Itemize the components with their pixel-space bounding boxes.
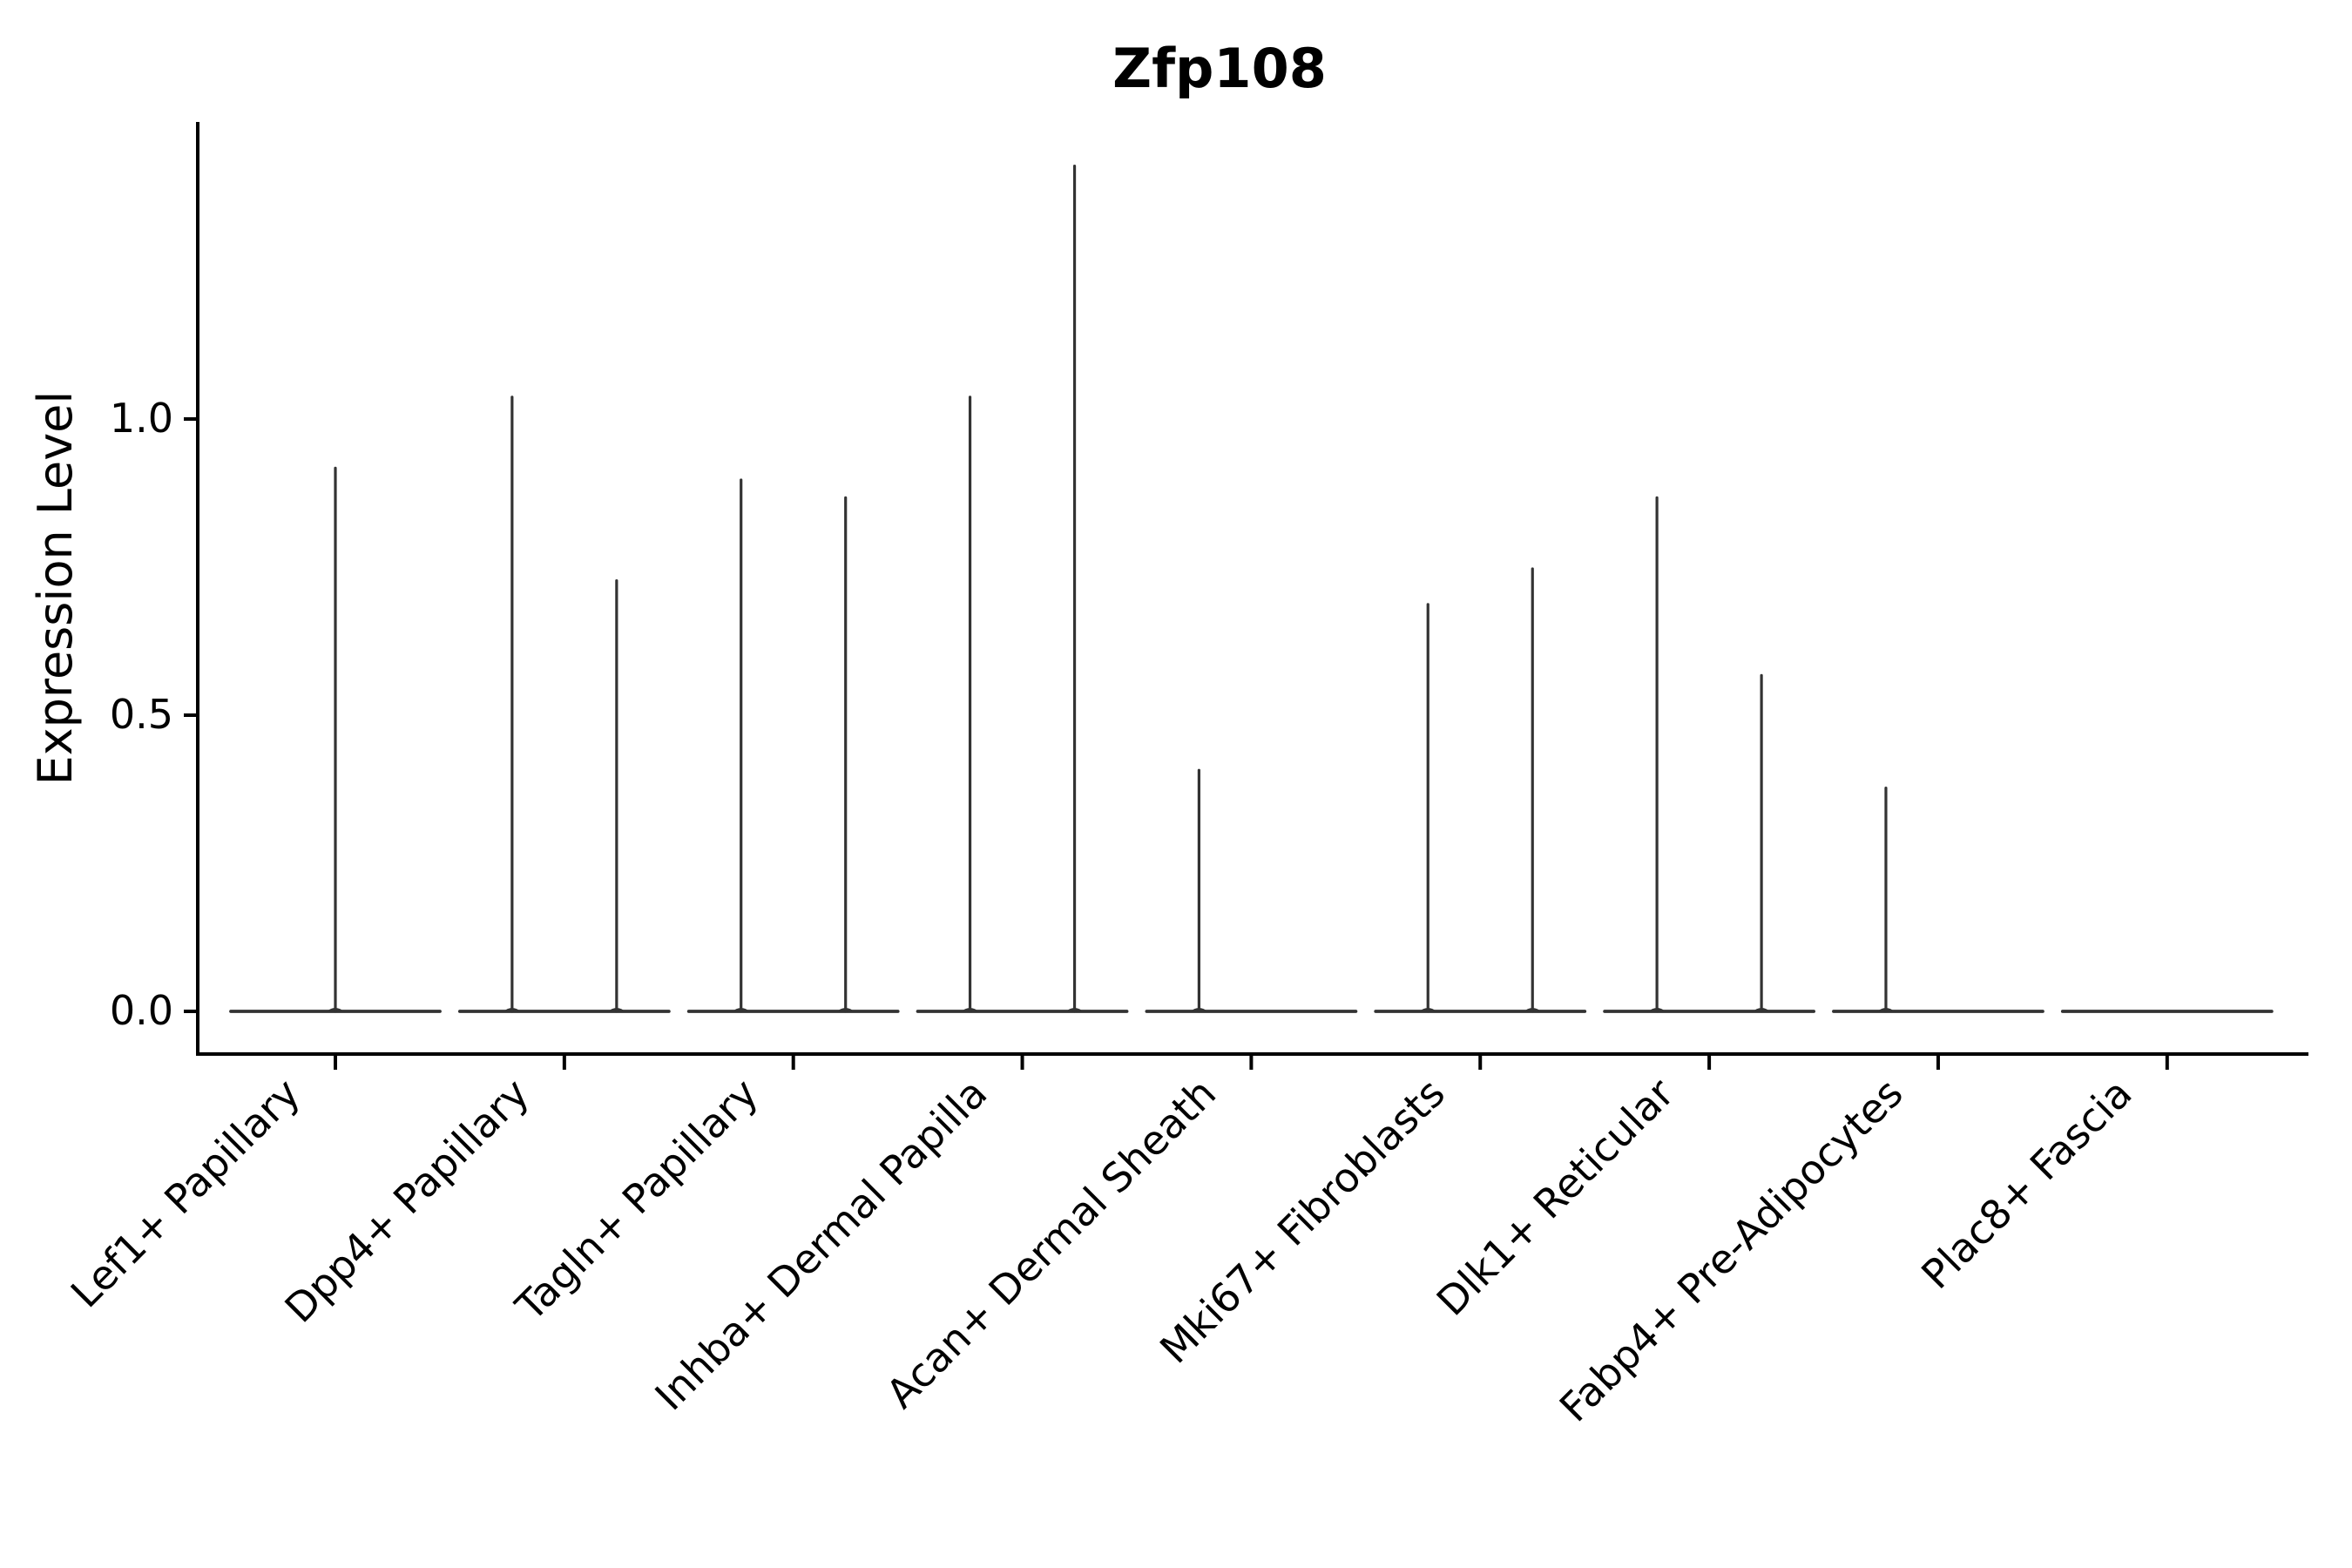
y-tick-label: 0.5 xyxy=(110,691,173,738)
chart-title: Zfp108 xyxy=(1112,37,1327,100)
y-tick-label: 1.0 xyxy=(110,395,173,442)
x-tick-label: Dlk1+ Reticular xyxy=(1428,1070,1683,1325)
y-axis-title: Expression Level xyxy=(28,391,83,786)
x-tick-label: Dpp4+ Papillary xyxy=(275,1070,537,1332)
x-tick-label: Tagln+ Papillary xyxy=(506,1070,767,1331)
y-tick-label: 0.0 xyxy=(110,987,173,1034)
x-tick-label: Plac8+ Fascia xyxy=(1912,1070,2140,1298)
x-tick-label: Lef1+ Papillary xyxy=(62,1070,309,1317)
